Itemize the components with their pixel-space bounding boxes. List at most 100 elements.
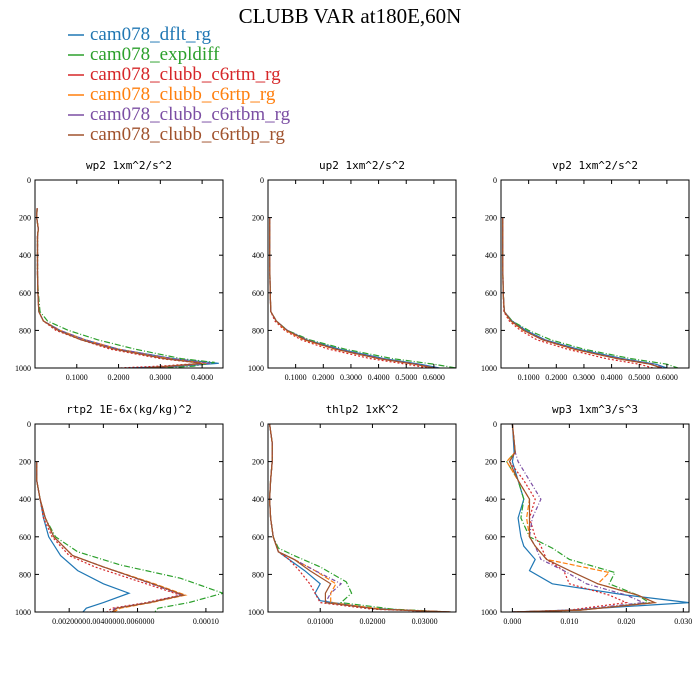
series-line-0-5 <box>36 208 203 368</box>
ytick-label: 800 <box>19 570 31 579</box>
series-line-1-1 <box>269 217 456 368</box>
legend-label-1: cam078_expldiff <box>90 44 220 65</box>
ytick-label: 200 <box>19 458 31 467</box>
ytick-label: 1000 <box>15 364 31 373</box>
xtick-label: 0.2000 <box>108 373 130 382</box>
ytick-label: 800 <box>252 570 264 579</box>
xtick-label: 0.1000 <box>518 373 540 382</box>
series-line-1-5 <box>269 217 435 368</box>
series-line-3-1 <box>36 461 223 612</box>
series-line-4-0 <box>268 424 441 612</box>
ytick-label: 600 <box>252 533 264 542</box>
series-line-1-0 <box>269 217 440 368</box>
legend-label-2: cam078_clubb_c6rtm_rg <box>90 64 281 85</box>
ytick-label: 400 <box>252 495 264 504</box>
panel-frame-0 <box>34 179 224 369</box>
xtick-label: 0.02000 <box>359 617 385 626</box>
xtick-label: 0.3000 <box>573 373 595 382</box>
ytick-label: 200 <box>485 214 497 223</box>
xtick-label: 0.01000 <box>307 617 333 626</box>
xtick-label: 0.6000 <box>423 373 445 382</box>
ytick-label: 600 <box>252 289 264 298</box>
panel-frame-5 <box>500 423 690 613</box>
series-line-5-0 <box>511 424 689 612</box>
xtick-label: 0.1000 <box>66 373 88 382</box>
xtick-label: 0.3000 <box>149 373 171 382</box>
series-line-3-3 <box>36 461 188 612</box>
legend-label-4: cam078_clubb_c6rtbm_rg <box>90 104 291 125</box>
xtick-label: 0.2000 <box>312 373 334 382</box>
series-line-2-1 <box>502 217 679 368</box>
ytick-label: 600 <box>485 533 497 542</box>
ytick-label: 400 <box>252 251 264 260</box>
ytick-label: 400 <box>485 251 497 260</box>
ytick-label: 0 <box>27 420 31 429</box>
ytick-label: 0 <box>493 420 497 429</box>
panel-grid: wp2 1xm^2/s^2 0 200 400 600 800 1000 0.1000 0.20… <box>15 159 692 626</box>
series-line-1-4 <box>269 217 437 368</box>
panel-title-0: wp2 1xm^2/s^2 <box>86 159 172 172</box>
ytick-label: 400 <box>19 251 31 260</box>
xtick-label: 0.4000 <box>601 373 623 382</box>
xtick-label: 0.030 <box>674 617 692 626</box>
ytick-label: 200 <box>252 458 264 467</box>
series-line-3-2 <box>36 461 183 612</box>
ytick-label: 0 <box>27 176 31 185</box>
panel-title-4: thlp2 1xK^2 <box>326 403 399 416</box>
series-line-3-5 <box>36 461 186 612</box>
series-line-5-1 <box>505 424 651 612</box>
legend-label-5: cam078_clubb_c6rtbp_rg <box>90 124 285 145</box>
panel-5: wp3 1xm^3/s^3 0 200 400 600 800 1000 0.000 0.010… <box>481 403 692 626</box>
panel-4: thlp2 1xK^2 0 200 400 600 800 1000 0.01000 0.020… <box>248 403 457 626</box>
series-line-0-2 <box>36 208 203 368</box>
series-line-2-3 <box>502 217 662 368</box>
xtick-label: 0.3000 <box>340 373 362 382</box>
panel-title-1: up2 1xm^2/s^2 <box>319 159 405 172</box>
series-line-0-3 <box>36 208 207 368</box>
xtick-label: 0.5000 <box>395 373 417 382</box>
series-line-0-1 <box>36 208 215 368</box>
ytick-label: 600 <box>485 289 497 298</box>
ytick-label: 0 <box>493 176 497 185</box>
series-line-0-4 <box>36 208 211 368</box>
series-line-3-0 <box>36 461 131 612</box>
ytick-label: 800 <box>19 326 31 335</box>
xtick-label: 0.1000 <box>285 373 307 382</box>
xtick-label: 0.0020000 <box>52 617 86 626</box>
xtick-label: 0.020 <box>617 617 635 626</box>
legend-label-3: cam078_clubb_c6rtp_rg <box>90 84 276 105</box>
series-line-1-3 <box>269 217 435 368</box>
ytick-label: 1000 <box>248 364 264 373</box>
xtick-label: 0.6000 <box>656 373 678 382</box>
ytick-label: 400 <box>19 495 31 504</box>
ytick-label: 800 <box>485 570 497 579</box>
xtick-label: 0.03000 <box>412 617 438 626</box>
panel-title-5: wp3 1xm^3/s^3 <box>552 403 638 416</box>
ytick-label: 200 <box>485 458 497 467</box>
panel-frame-1 <box>267 179 457 369</box>
series-line-4-3 <box>268 424 451 612</box>
series-line-0-0 <box>36 208 219 368</box>
series-line-3-4 <box>36 461 185 612</box>
ytick-label: 0 <box>260 420 264 429</box>
figure-title: CLUBB VAR at180E,60N <box>239 4 462 28</box>
series-line-4-1 <box>268 424 451 612</box>
xtick-label: 0.4000 <box>191 373 213 382</box>
panel-2: vp2 1xm^2/s^2 0 200 400 600 800 1000 0.1000 0.20… <box>481 159 690 382</box>
series-line-5-5 <box>508 424 658 612</box>
series-line-2-2 <box>502 217 654 368</box>
panel-frame-4 <box>267 423 457 613</box>
xtick-label: 0.0040000 <box>86 617 120 626</box>
xtick-label: 0.010 <box>560 617 578 626</box>
ytick-label: 1000 <box>481 608 497 617</box>
xtick-label: 0.4000 <box>368 373 390 382</box>
series-line-4-4 <box>268 424 451 612</box>
ytick-label: 200 <box>19 214 31 223</box>
series-line-2-4 <box>502 217 665 368</box>
panel-frame-2 <box>500 179 690 369</box>
ytick-label: 1000 <box>248 608 264 617</box>
ytick-label: 1000 <box>481 364 497 373</box>
series-line-2-5 <box>502 217 662 368</box>
panel-0: wp2 1xm^2/s^2 0 200 400 600 800 1000 0.1000 0.20… <box>15 159 224 382</box>
xtick-label: 0.00010 <box>193 617 219 626</box>
